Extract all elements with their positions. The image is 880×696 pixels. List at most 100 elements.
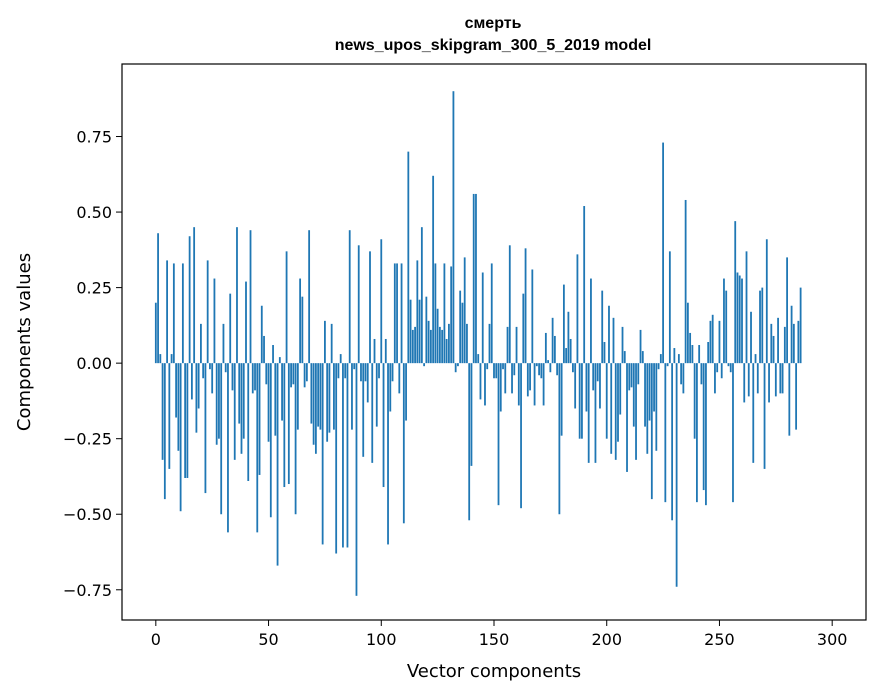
bar <box>490 263 493 364</box>
bar <box>768 363 770 403</box>
bar <box>682 363 685 394</box>
bar <box>662 142 664 364</box>
bar <box>549 363 552 373</box>
bar <box>337 363 340 379</box>
bar <box>497 363 500 506</box>
bar <box>637 363 640 385</box>
bar <box>330 323 333 364</box>
bar <box>700 363 703 385</box>
bar <box>632 363 635 427</box>
x-tick-label: 200 <box>591 630 622 649</box>
bar <box>655 363 658 451</box>
bar <box>567 311 570 364</box>
bar <box>461 302 464 364</box>
bar <box>172 263 175 364</box>
bar <box>434 263 437 364</box>
bar <box>599 363 601 409</box>
bar <box>610 363 613 454</box>
bar <box>287 363 290 485</box>
bar <box>231 363 234 391</box>
bar <box>240 363 243 454</box>
bar <box>267 363 270 442</box>
bar <box>405 363 407 421</box>
bar <box>765 239 768 364</box>
bar <box>190 363 193 400</box>
bar <box>508 245 511 364</box>
bar <box>285 251 288 364</box>
bar <box>741 278 743 364</box>
bar <box>639 329 642 364</box>
bar <box>799 287 802 364</box>
bar <box>351 363 353 430</box>
bar <box>416 260 419 364</box>
bar <box>680 363 683 385</box>
bar <box>792 323 795 364</box>
x-axis-label: Vector components <box>407 661 581 682</box>
y-tick-label: −0.50 <box>63 505 112 524</box>
bar <box>251 363 254 394</box>
bar <box>653 363 655 412</box>
bar <box>720 363 723 379</box>
bar <box>283 363 286 488</box>
bar <box>314 363 317 454</box>
bar <box>423 363 426 367</box>
bar <box>371 363 374 463</box>
bar <box>233 363 236 460</box>
bar <box>443 263 446 364</box>
bar <box>601 290 604 364</box>
bar <box>732 363 734 503</box>
bar <box>725 290 728 364</box>
bar <box>249 230 252 364</box>
bar <box>630 363 633 388</box>
bar <box>551 317 554 364</box>
bar <box>429 329 432 364</box>
bar <box>378 363 380 379</box>
bar <box>526 363 529 397</box>
bar <box>727 363 730 367</box>
bar <box>770 323 773 364</box>
bar <box>786 257 788 364</box>
bar <box>161 363 164 460</box>
bar <box>668 251 671 364</box>
y-tick-label: 0.50 <box>76 203 112 222</box>
bar <box>326 363 329 442</box>
bar <box>265 363 268 385</box>
bar <box>542 363 545 406</box>
bar <box>454 363 457 373</box>
bar <box>317 363 320 427</box>
bar <box>448 323 450 364</box>
bar <box>479 363 482 400</box>
bar <box>671 363 674 521</box>
bar <box>319 363 322 430</box>
bar <box>184 363 187 478</box>
bar <box>256 363 259 533</box>
bar <box>188 236 191 364</box>
bar <box>229 293 232 364</box>
bar <box>222 323 225 364</box>
bar <box>303 363 306 388</box>
bar <box>457 363 459 367</box>
bar <box>163 363 166 500</box>
bar <box>646 363 649 454</box>
bar <box>269 363 272 518</box>
bar <box>463 257 466 364</box>
bar <box>477 354 480 364</box>
bar <box>296 363 299 430</box>
bar <box>369 251 371 364</box>
y-axis-ticks: −0.75 −0.50 −0.25 0.00 0.25 0.50 0.75 <box>63 128 122 600</box>
bar <box>590 278 592 364</box>
bar <box>705 363 707 506</box>
bar <box>357 245 360 364</box>
bar <box>533 363 536 406</box>
bar <box>605 363 608 439</box>
bar <box>308 230 311 364</box>
bar <box>502 363 504 370</box>
y-tick-label: 0.25 <box>76 279 112 298</box>
bar <box>619 363 622 415</box>
bar <box>278 357 281 364</box>
bar <box>391 363 394 382</box>
y-tick-label: −0.75 <box>63 581 112 600</box>
bar <box>346 363 349 548</box>
bar <box>166 260 168 364</box>
